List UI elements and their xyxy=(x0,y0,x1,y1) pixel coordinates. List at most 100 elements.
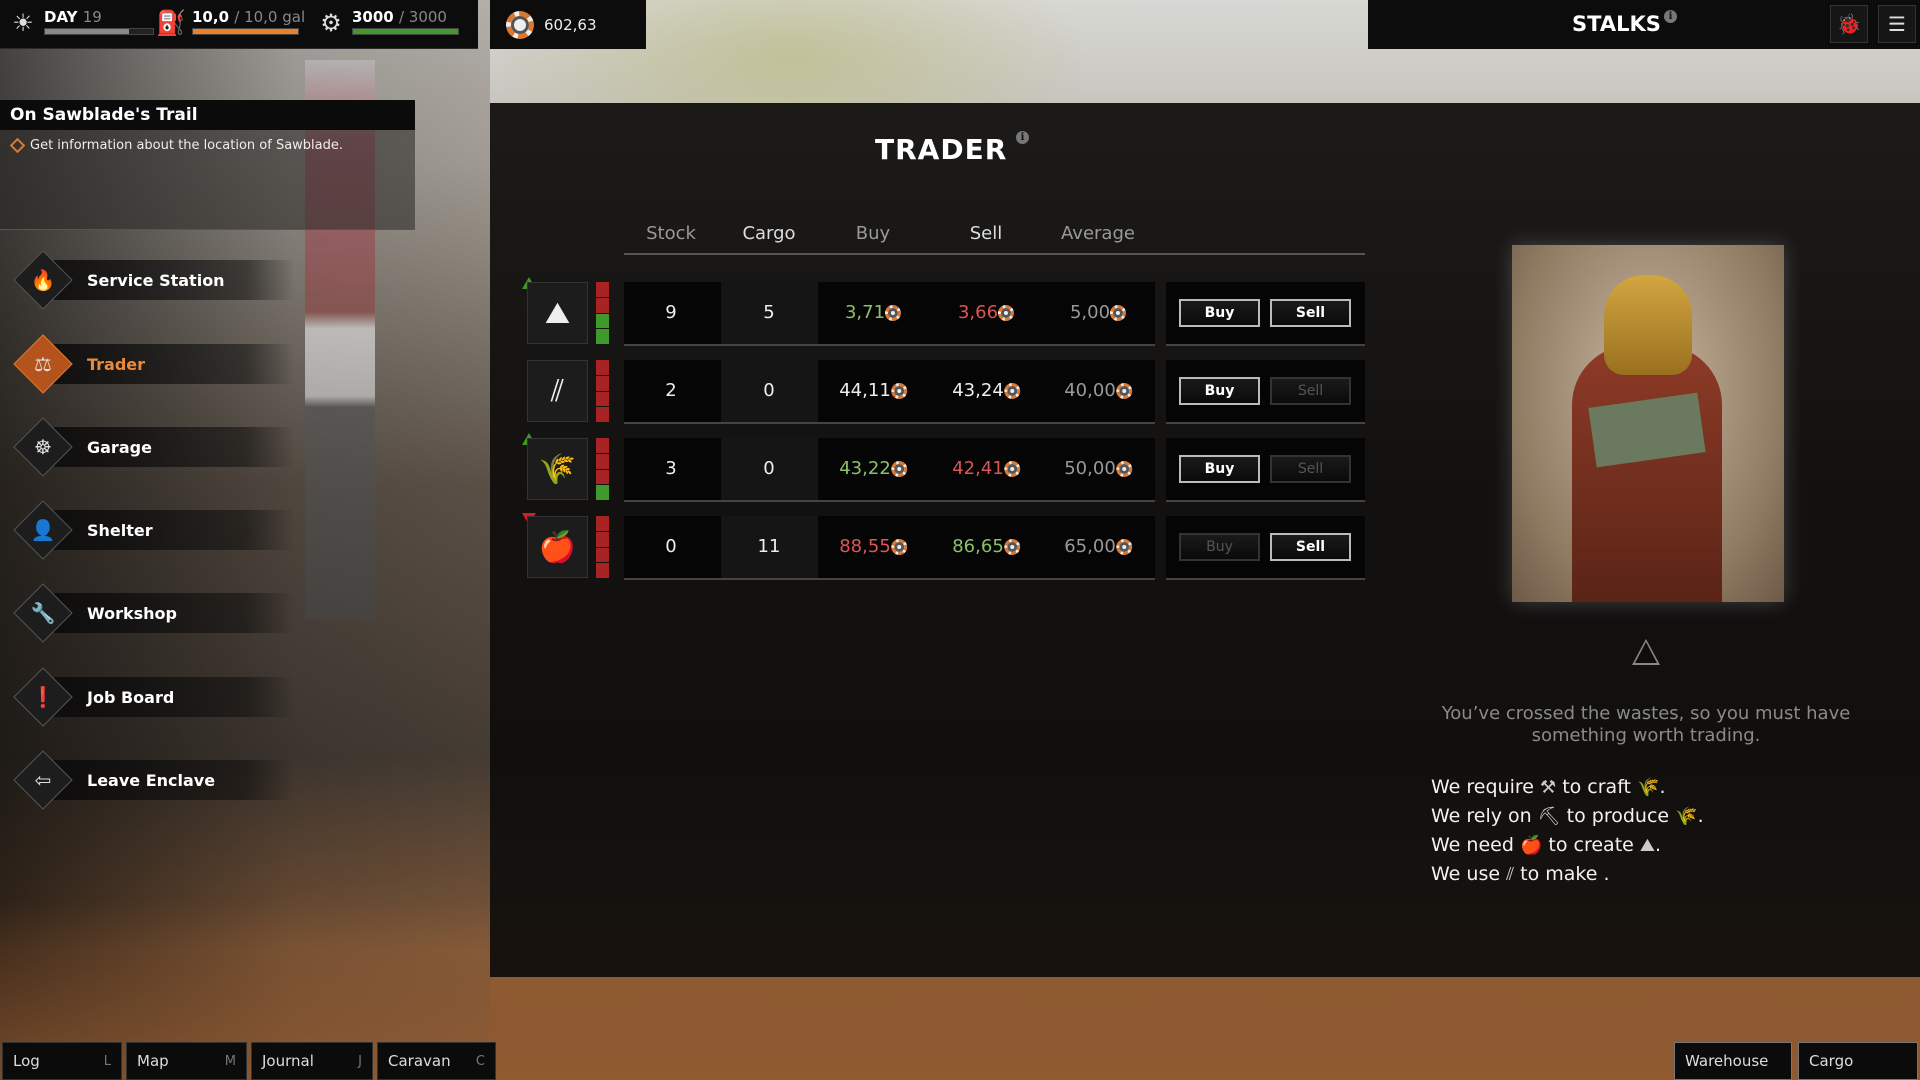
column-header-cargo: Cargo xyxy=(742,223,796,244)
stock-value: 3 xyxy=(665,458,677,479)
sell-button[interactable]: Sell xyxy=(1270,455,1351,483)
sell-price: 43,24 xyxy=(952,380,1020,401)
coin-icon xyxy=(890,539,907,555)
product-icon: 🌾 xyxy=(1675,806,1698,827)
stock-level-bar xyxy=(596,516,609,578)
need-line: We use ⫽ to make . xyxy=(1431,863,1610,885)
resource-icon: 🍎 xyxy=(1519,835,1543,856)
product-icon: 🌾 xyxy=(1637,777,1660,798)
fuel-can-icon: ⛽ xyxy=(156,9,186,37)
coin-icon xyxy=(1115,383,1132,399)
menu-item-label: Shelter xyxy=(87,520,153,540)
stock-value: 2 xyxy=(665,380,677,401)
gear-health-icon: ⚙ xyxy=(320,9,342,37)
menu-item-label: Workshop xyxy=(87,603,177,623)
hotkey-label: C xyxy=(475,1053,485,1069)
menu-item-workshop[interactable]: 🔧 Workshop xyxy=(14,593,294,633)
stock-level-bar xyxy=(596,282,609,344)
coin-icon xyxy=(885,305,902,321)
menu-button[interactable]: ☰ xyxy=(1878,5,1916,43)
trade-row: 🌾 3 0 43,22 42,41 50,00 Buy Sell xyxy=(490,433,1920,505)
menu-item-label: Leave Enclave xyxy=(87,770,216,790)
fuel-max: / 10,0 gal xyxy=(234,8,306,26)
coin-icon xyxy=(1003,539,1020,555)
buy-price: 88,55 xyxy=(839,536,907,557)
bug-report-button[interactable]: 🐞 xyxy=(1830,5,1868,43)
trader-panel: TRADER i Stock Cargo Buy Sell Average ⛰ … xyxy=(490,103,1920,977)
quest-tracker[interactable]: On Sawblade's Trail Get information abou… xyxy=(0,100,415,230)
bottom-button-warehouse[interactable]: Warehouse xyxy=(1674,1042,1792,1080)
stock-value: 9 xyxy=(665,302,677,323)
menu-item-label: Job Board xyxy=(87,687,175,707)
menu-item-shelter[interactable]: 👤 Shelter xyxy=(14,510,294,550)
resource-icon: ⛏ xyxy=(1537,806,1561,827)
coin-icon xyxy=(1110,305,1127,321)
stock-level-bar xyxy=(596,360,609,422)
bottom-button-map[interactable]: Map M xyxy=(126,1042,247,1080)
fuel-bar xyxy=(192,28,299,35)
menu-item-label: Service Station xyxy=(87,270,225,290)
wrench-icon: 🔧 xyxy=(30,601,56,625)
menu-item-service-station[interactable]: 🔥 Service Station xyxy=(14,260,294,300)
coin-icon xyxy=(1115,539,1132,555)
flame-icon: 🔥 xyxy=(30,268,56,292)
info-icon[interactable]: i xyxy=(1016,131,1029,144)
health-max: / 3000 xyxy=(398,8,447,26)
buy-button[interactable]: Buy xyxy=(1179,299,1260,327)
average-price: 5,00 xyxy=(1070,302,1127,323)
objective-diamond-icon xyxy=(9,137,26,154)
buy-button[interactable]: Buy xyxy=(1179,455,1260,483)
day-value: 19 xyxy=(82,8,102,26)
bottom-button-caravan[interactable]: Caravan C xyxy=(377,1042,496,1080)
menu-item-garage[interactable]: ☸ Garage xyxy=(14,427,294,467)
quest-objective: Get information about the location of Sa… xyxy=(30,138,344,153)
hotkey-label: L xyxy=(103,1053,111,1069)
bottom-button-journal[interactable]: Journal J xyxy=(251,1042,373,1080)
coin-icon xyxy=(890,383,907,399)
coin-icon xyxy=(1003,461,1020,477)
fuel-value: 10,0 xyxy=(192,8,230,26)
day-progress-bar xyxy=(44,28,154,35)
day-stat: ☀ DAY 19 xyxy=(8,8,154,38)
need-line: We require ⚒ to craft 🌾. xyxy=(1431,776,1666,798)
menu-item-job-board[interactable]: ❗ Job Board xyxy=(14,677,294,717)
buy-button[interactable]: Buy xyxy=(1179,377,1260,405)
location-title: STALKS xyxy=(1572,12,1661,36)
trade-row: ⫽ 2 0 44,11 43,24 40,00 Buy Sell xyxy=(490,355,1920,427)
coin-icon xyxy=(1003,383,1020,399)
apple-icon[interactable]: 🍎 xyxy=(527,516,588,578)
wheat-icon[interactable]: 🌾 xyxy=(527,438,588,500)
bug-icon: 🐞 xyxy=(1836,12,1862,36)
menu-item-leave-enclave[interactable]: ⇦ Leave Enclave xyxy=(14,760,294,800)
buy-price: 44,11 xyxy=(839,380,907,401)
resource-icon: ⫽ xyxy=(1506,864,1515,885)
pipes-icon[interactable]: ⫽ xyxy=(527,360,588,422)
bottom-button-cargo[interactable]: Cargo xyxy=(1798,1042,1918,1080)
stock-level-bar xyxy=(596,438,609,500)
info-icon[interactable]: i xyxy=(1664,10,1677,23)
hamburger-icon: ☰ xyxy=(1888,12,1906,36)
trader-needs: We require ⚒ to craft 🌾. We rely on ⛏ to … xyxy=(1431,773,1704,889)
bottom-button-log[interactable]: Log L xyxy=(2,1042,122,1080)
sell-button[interactable]: Sell xyxy=(1270,533,1351,561)
sell-button[interactable]: Sell xyxy=(1270,377,1351,405)
menu-item-label: Trader xyxy=(87,354,146,374)
buy-button[interactable]: Buy xyxy=(1179,533,1260,561)
person-icon: 👤 xyxy=(30,518,56,542)
fuel-stat: ⛽ 10,0 / 10,0 gal xyxy=(156,8,305,38)
average-price: 65,00 xyxy=(1064,536,1132,557)
board-icon: ❗ xyxy=(30,685,56,709)
location-header: STALKS i 🐞 ☰ xyxy=(1368,0,1920,49)
coin-icon xyxy=(1115,461,1132,477)
scrap-pile-icon[interactable]: ⛰ xyxy=(527,282,588,344)
sun-icon: ☀ xyxy=(12,9,34,37)
money-value: 602,63 xyxy=(544,15,597,34)
cargo-value: 0 xyxy=(763,380,775,401)
header-divider xyxy=(624,253,1365,255)
column-header-average: Average xyxy=(1061,223,1135,244)
menu-item-trader[interactable]: ⚖ Trader xyxy=(14,344,294,384)
health-value: 3000 xyxy=(352,8,394,26)
sell-price: 86,65 xyxy=(952,536,1020,557)
resource-icon: ⚒ xyxy=(1540,777,1557,798)
sell-button[interactable]: Sell xyxy=(1270,299,1351,327)
